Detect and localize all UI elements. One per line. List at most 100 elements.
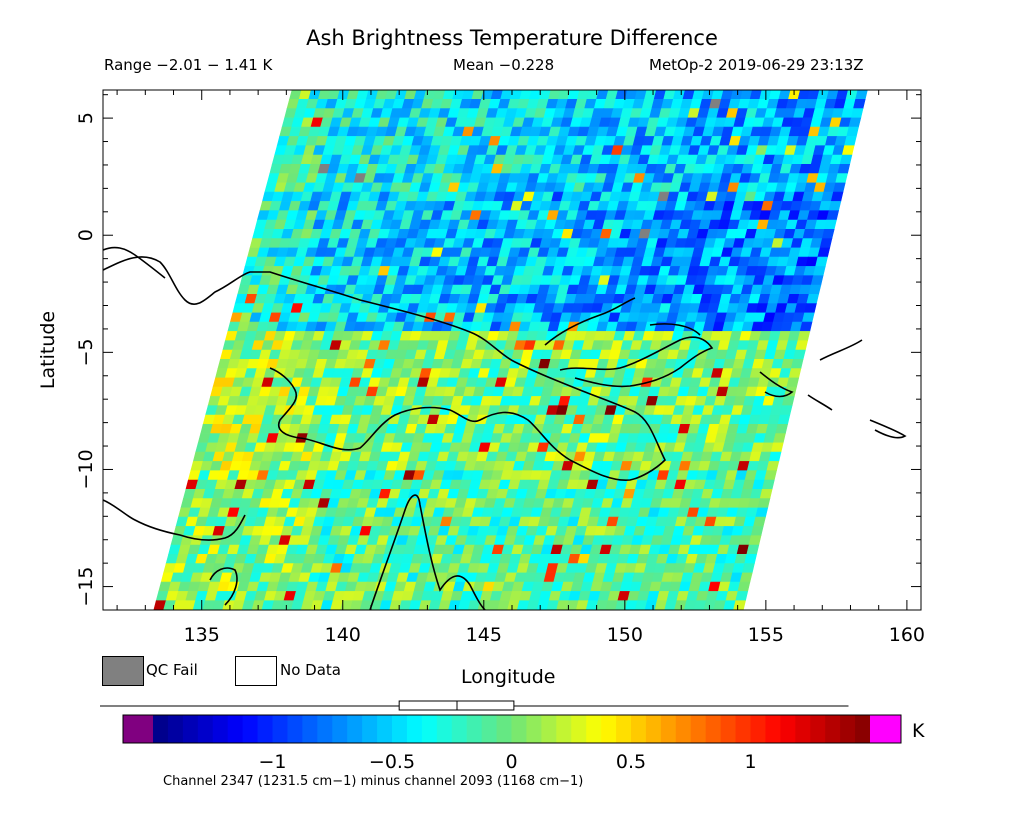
swath-cell <box>788 368 802 379</box>
swath-cell <box>817 247 831 258</box>
swath-cell <box>320 600 334 610</box>
x-tick-label: 135 <box>184 624 220 646</box>
colorbar-segment <box>660 715 677 743</box>
swath-cell <box>153 600 167 610</box>
swath-cell <box>819 238 833 249</box>
footnote: Channel 2347 (1231.5 cm−1) minus channel… <box>163 774 584 789</box>
colorbar-segment <box>645 715 662 743</box>
colorbar-segment <box>347 715 363 743</box>
coastline-segment <box>103 246 166 279</box>
swath-cells <box>153 90 868 610</box>
coastline-segment <box>807 394 833 411</box>
colorbar-segment <box>317 715 333 743</box>
swath-cell <box>773 433 786 444</box>
y-tick-label: −10 <box>75 449 97 489</box>
colorbar-tick-label: 0 <box>505 751 517 773</box>
swath-cell <box>806 293 819 304</box>
swath-cell <box>693 600 707 610</box>
swath-cell <box>846 126 859 137</box>
swath-cell <box>723 600 737 610</box>
swath-cell <box>799 321 813 332</box>
colorbar-segment <box>272 715 289 743</box>
swath-cell <box>674 600 687 610</box>
swath-cell <box>349 600 363 610</box>
colorbar-under <box>123 715 153 743</box>
swath-cell <box>770 442 784 453</box>
swath-cell <box>830 191 844 202</box>
swath-cell <box>746 544 760 555</box>
colorbar-tick-label: 0.5 <box>616 751 646 773</box>
x-axis-label: Longitude <box>461 666 556 688</box>
swath-cell <box>300 600 314 610</box>
swath-cell <box>232 600 245 610</box>
colorbar-segment <box>362 715 378 743</box>
swath-cell <box>815 256 828 267</box>
swath-cell <box>797 331 811 342</box>
colorbar-segment <box>855 715 871 743</box>
swath-cell <box>281 600 295 610</box>
y-tick-label: −5 <box>75 338 97 366</box>
swath-cell <box>526 600 540 610</box>
colorbar-segment <box>287 715 303 743</box>
colorbar-segment <box>795 715 811 743</box>
colorbar-segment <box>601 715 617 743</box>
colorbar-segment <box>227 715 244 743</box>
swath-cell <box>379 600 393 610</box>
swath-cell <box>821 229 835 239</box>
swath-cell <box>497 600 511 610</box>
colorbar-segment <box>526 715 542 743</box>
swath-cell <box>654 600 668 610</box>
colorbar-segment <box>586 715 602 743</box>
colorbar-segment <box>496 715 513 743</box>
swath-cell <box>634 600 648 610</box>
colorbar-segment <box>212 715 229 743</box>
swath-cell <box>753 516 766 527</box>
swath-cell <box>644 600 658 610</box>
swath-cell <box>605 600 619 610</box>
colorbar-segment <box>840 715 856 743</box>
swath-cell <box>487 600 501 610</box>
swath-cell <box>742 563 755 574</box>
range-stat: Range −2.01 − 1.41 K <box>104 56 273 74</box>
swath-cell <box>757 498 771 509</box>
colorbar-segment <box>616 715 632 743</box>
swath-cell <box>733 600 746 610</box>
swath-cell <box>735 591 749 602</box>
swath-cell <box>271 600 285 610</box>
swath-cell <box>786 377 800 388</box>
colorbar-segment <box>436 715 453 743</box>
coastline-segment <box>559 336 714 388</box>
swath-cell <box>516 600 530 610</box>
colorbar-segment <box>257 715 274 743</box>
colorbar-segment <box>750 715 767 743</box>
coastline <box>103 246 907 610</box>
x-tick-label: 160 <box>889 624 925 646</box>
y-tick-label: 0 <box>75 229 97 241</box>
colorbar-frame <box>122 714 902 744</box>
swath-cell <box>310 600 324 610</box>
swath-cell <box>850 108 864 119</box>
swath-cell <box>761 479 775 490</box>
colorbar-segment <box>825 715 841 743</box>
swath-cell <box>399 600 412 610</box>
colorbar-segment <box>153 715 169 743</box>
swath-cell <box>750 526 764 537</box>
swath-cell <box>813 266 826 277</box>
swath-cell <box>703 600 717 610</box>
swath-cell <box>163 600 177 610</box>
colorbar-segment <box>242 715 259 743</box>
swath-cell <box>438 600 452 610</box>
colorbar-segment <box>377 715 393 743</box>
swath-cell <box>833 182 846 193</box>
colorbar-segment <box>690 715 707 743</box>
no-data-swatch <box>235 656 277 686</box>
swath-cell <box>330 600 344 610</box>
swath-cell <box>835 173 848 184</box>
source-stat: MetOp-2 2019-06-29 23:13Z <box>649 56 864 74</box>
no-data-label: No Data <box>280 661 341 679</box>
qc-fail-label: QC Fail <box>146 661 198 679</box>
colorbar-segment <box>302 715 318 743</box>
colorbar-segment <box>541 715 557 743</box>
coastline-segment <box>103 256 666 481</box>
colorbar-segment <box>675 715 692 743</box>
